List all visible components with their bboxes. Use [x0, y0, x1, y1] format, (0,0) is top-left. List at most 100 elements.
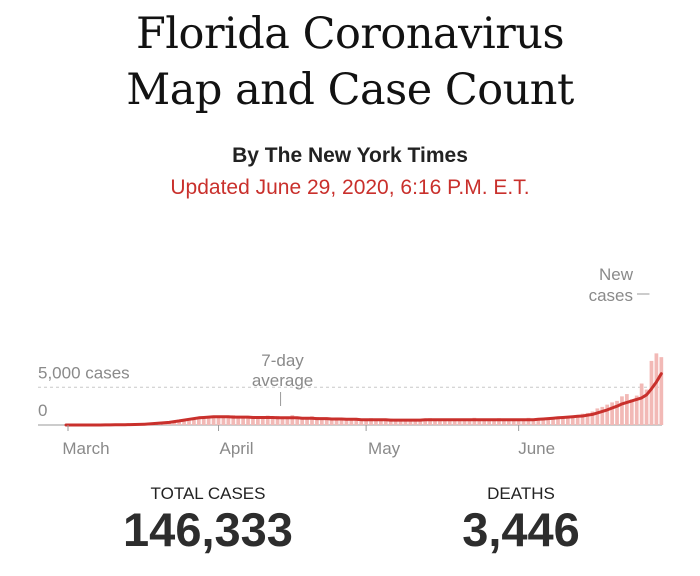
- bar: [177, 421, 182, 425]
- bar: [319, 418, 324, 425]
- bar: [438, 419, 442, 425]
- bar: [546, 419, 551, 425]
- bar: [251, 415, 255, 425]
- bar: [625, 394, 629, 425]
- bar: [369, 418, 373, 425]
- bar: [383, 420, 388, 425]
- bar: [374, 419, 378, 425]
- bar: [502, 418, 506, 425]
- bar: [226, 416, 231, 425]
- new-cases-annotation-line-2: cases: [589, 286, 633, 305]
- gridline-label: 0: [38, 401, 47, 420]
- bar: [639, 383, 644, 425]
- x-tick-label: March: [62, 439, 109, 458]
- bar: [285, 418, 290, 425]
- bar: [570, 416, 575, 425]
- x-tick-label: April: [220, 439, 254, 458]
- bar: [659, 357, 664, 425]
- x-tick-label: May: [368, 439, 401, 458]
- bar: [497, 418, 501, 425]
- bar: [644, 389, 649, 425]
- headline-line-2: Map and Case Count: [126, 65, 574, 115]
- bar: [629, 399, 634, 425]
- bar: [305, 418, 309, 425]
- bar: [187, 420, 191, 425]
- bar: [182, 421, 186, 425]
- bar: [265, 415, 270, 425]
- bar: [201, 418, 206, 425]
- bar: [270, 416, 275, 425]
- bar: [561, 417, 565, 425]
- bar: [246, 417, 250, 425]
- bar: [457, 420, 462, 425]
- bar: [418, 418, 423, 425]
- bar: [452, 419, 457, 425]
- bar: [462, 420, 467, 425]
- bar: [324, 418, 329, 425]
- bar: [388, 418, 393, 425]
- bar: [192, 419, 196, 425]
- bar: [329, 417, 334, 425]
- bar: [541, 419, 546, 425]
- bar: [231, 415, 236, 425]
- bar: [344, 419, 349, 425]
- bar: [216, 417, 221, 425]
- bar: [172, 421, 177, 425]
- bar: [521, 418, 526, 425]
- bar: [295, 416, 300, 425]
- headline-line-1: Florida Coronavirus: [135, 9, 565, 59]
- bar: [556, 417, 560, 425]
- new-cases-annotation-line-1: New: [599, 265, 634, 284]
- bar: [403, 421, 408, 425]
- average-annotation-line-1: 7-day: [261, 351, 304, 370]
- bar: [447, 418, 452, 425]
- bar: [526, 417, 531, 425]
- byline: By The New York Times: [232, 144, 468, 167]
- bar: [413, 420, 418, 425]
- total-cases-value: 146,333: [123, 503, 293, 556]
- cases-chart: 0 5,000 cases March April May June 7-dayaverag…: [38, 265, 664, 458]
- bar: [275, 415, 280, 425]
- bar: [196, 418, 201, 425]
- bar: [408, 419, 413, 425]
- bar: [241, 416, 245, 425]
- bar: [516, 419, 521, 425]
- x-tick-label: June: [518, 439, 555, 458]
- gridline-label: 5,000 cases: [38, 363, 130, 382]
- bar: [585, 412, 590, 425]
- average-line: [64, 372, 663, 427]
- bar: [206, 417, 211, 425]
- bar: [600, 406, 605, 425]
- bar: [654, 353, 659, 425]
- average-annotation-line-2: average: [252, 371, 313, 390]
- bar: [595, 408, 600, 425]
- bar: [433, 419, 437, 425]
- bar: [492, 420, 496, 425]
- bar: [290, 415, 295, 425]
- bar: [531, 418, 536, 425]
- bar: [442, 418, 447, 425]
- bar: [315, 417, 319, 425]
- bar: [260, 417, 265, 425]
- bar: [605, 404, 610, 425]
- bar: [615, 400, 619, 425]
- deaths-value: 3,446: [462, 503, 580, 556]
- bar: [354, 419, 359, 425]
- bar: [236, 415, 241, 425]
- bar: [221, 416, 226, 425]
- bar: [393, 419, 398, 425]
- bar: [590, 411, 595, 425]
- bar: [349, 418, 354, 425]
- bar: [620, 396, 624, 425]
- bar: [511, 420, 516, 425]
- headline: Florida Coronavirus Map and Case Count: [0, 6, 700, 118]
- bar: [580, 413, 585, 425]
- total-cases-label: TOTAL CASES: [150, 484, 266, 503]
- bar: [477, 418, 482, 425]
- updated-timestamp: Updated June 29, 2020, 6:16 P.M. E.T.: [170, 176, 530, 199]
- bar: [482, 419, 487, 425]
- bar: [536, 418, 541, 425]
- bar: [423, 419, 428, 425]
- bar: [310, 416, 314, 425]
- bar: [634, 395, 639, 425]
